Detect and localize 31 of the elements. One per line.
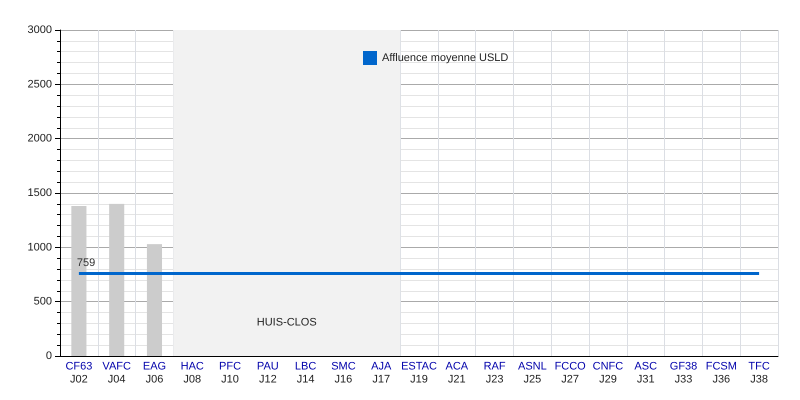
y-tick-label: 0 <box>46 350 52 362</box>
x-tick-label: CNFC J29 <box>592 360 624 386</box>
data-label: 759 <box>76 257 96 270</box>
x-tick-label: ASC J31 <box>634 360 658 386</box>
y-tick-label: 2000 <box>28 132 52 145</box>
x-tick-label: ESTAC J19 <box>401 360 437 386</box>
x-tick-label: ACA J21 <box>445 360 469 386</box>
x-tick-label: FCSM J36 <box>706 360 737 386</box>
x-tick-label: HAC J08 <box>180 360 204 386</box>
y-tick-label: 1000 <box>28 241 52 254</box>
x-tick-label: EAG J06 <box>142 360 166 386</box>
x-tick-label: VAFC J04 <box>102 360 131 386</box>
x-tick-label: LBC J14 <box>294 360 316 386</box>
x-tick-label: CF63 J02 <box>65 360 92 386</box>
x-tick-label: FCCO J27 <box>554 360 586 386</box>
legend-label: Affluence moyenne USLD <box>382 52 508 64</box>
x-tick-label: GF38 J33 <box>670 360 698 386</box>
y-tick-label: 3000 <box>28 24 52 36</box>
x-tick-label: PFC J10 <box>219 360 242 386</box>
y-tick-label: 500 <box>34 296 52 308</box>
x-tick-label: ASNL J25 <box>518 360 547 386</box>
band-label: HUIS-CLOS <box>256 316 317 328</box>
x-tick-label: PAU J12 <box>256 360 279 386</box>
bar <box>146 244 162 356</box>
x-tick-label: SMC J16 <box>331 360 356 386</box>
y-tick-label: 2500 <box>28 78 52 90</box>
x-tick-label: TFC J38 <box>748 360 770 386</box>
y-tick-label: 1500 <box>28 187 52 199</box>
bar <box>109 204 124 356</box>
x-tick-label: AJA J17 <box>371 360 392 386</box>
x-tick-label: RAF J23 <box>484 360 506 386</box>
